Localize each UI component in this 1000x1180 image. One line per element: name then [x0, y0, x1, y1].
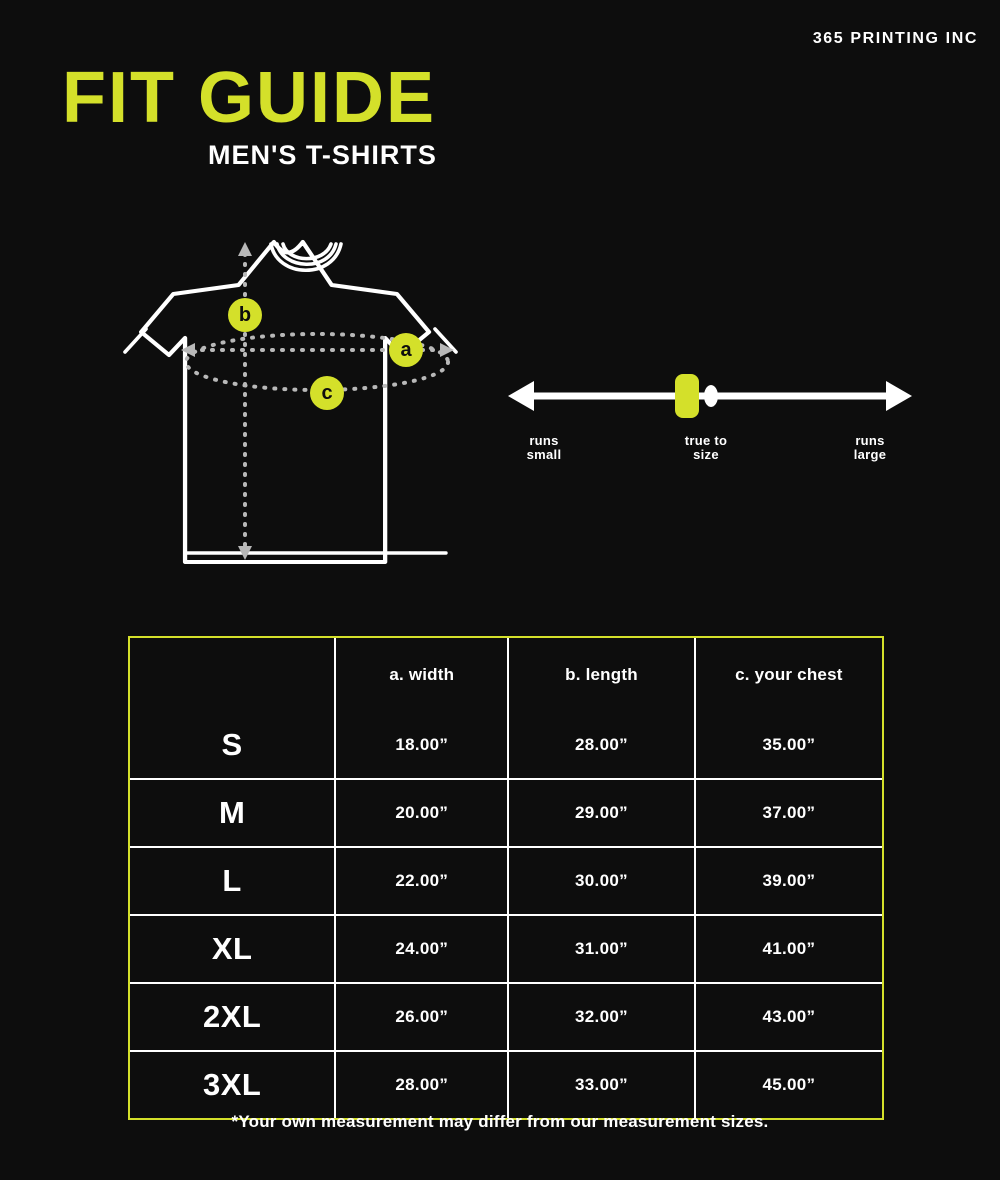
arrow-right-icon: [886, 381, 912, 411]
table-row: M 20.00” 29.00” 37.00”: [130, 778, 882, 848]
cell-length: 28.00”: [507, 712, 696, 780]
collar-arcs: [269, 242, 343, 273]
cell-chest: 45.00”: [693, 1050, 882, 1118]
cell-chest: 39.00”: [693, 846, 882, 916]
table-header-chest: c. your chest: [693, 638, 882, 712]
cell-width: 18.00”: [334, 712, 510, 780]
cell-size: 2XL: [130, 982, 337, 1052]
table-row: XL 24.00” 31.00” 41.00”: [130, 914, 882, 984]
fit-scale-dot: [704, 385, 718, 407]
marker-c: c: [310, 376, 344, 410]
table-header-width: a. width: [334, 638, 510, 712]
cell-chest: 43.00”: [693, 982, 882, 1052]
cell-width: 26.00”: [334, 982, 510, 1052]
cell-chest: 37.00”: [693, 778, 882, 848]
table-row: 2XL 26.00” 32.00” 43.00”: [130, 982, 882, 1052]
cell-size: XL: [130, 914, 337, 984]
cell-width: 22.00”: [334, 846, 510, 916]
arrow-left-icon: [508, 381, 534, 411]
brand-name: 365 PRINTING INC: [812, 30, 978, 47]
fit-scale: runs small true to size runs large: [500, 362, 920, 472]
cell-length: 32.00”: [507, 982, 696, 1052]
size-table: a. width b. length c. your chest S 18.00…: [130, 638, 882, 1118]
fit-scale-label-runs-large: runs large: [853, 433, 887, 463]
tshirt-diagram: b a c: [95, 222, 495, 582]
table-row: L 22.00” 30.00” 39.00”: [130, 846, 882, 916]
marker-c-label: c: [321, 382, 332, 404]
table-row: S 18.00” 28.00” 35.00”: [130, 712, 882, 780]
cell-length: 30.00”: [507, 846, 696, 916]
tshirt-outline: [139, 240, 432, 564]
cell-width: 28.00”: [334, 1050, 510, 1118]
fit-scale-marker: [675, 374, 699, 418]
sleeve-cuff-lines: [123, 327, 458, 354]
marker-b: b: [228, 298, 262, 332]
marker-a: a: [389, 333, 423, 367]
length-measure-line: [238, 242, 252, 560]
cell-chest: 41.00”: [693, 914, 882, 984]
page-title: FIT GUIDE: [62, 58, 436, 138]
cell-width: 24.00”: [334, 914, 510, 984]
marker-a-label: a: [400, 339, 412, 361]
fit-scale-label-true-to-size: true to size: [684, 433, 728, 463]
page-subtitle: MEN'S T-SHIRTS: [208, 140, 437, 170]
table-header-size: [130, 638, 337, 712]
size-table-container: a. width b. length c. your chest S 18.00…: [128, 636, 884, 1120]
cell-length: 33.00”: [507, 1050, 696, 1118]
cell-length: 31.00”: [507, 914, 696, 984]
cell-width: 20.00”: [334, 778, 510, 848]
table-header-length: b. length: [507, 638, 696, 712]
table-header-row: a. width b. length c. your chest: [130, 638, 882, 712]
cell-chest: 35.00”: [693, 712, 882, 780]
cell-length: 29.00”: [507, 778, 696, 848]
cell-size: M: [130, 778, 337, 848]
cell-size: L: [130, 846, 337, 916]
cell-size: 3XL: [130, 1050, 337, 1118]
marker-b-label: b: [239, 304, 251, 326]
fit-scale-label-runs-small: runs small: [526, 433, 562, 463]
cell-size: S: [130, 712, 337, 780]
table-row: 3XL 28.00” 33.00” 45.00”: [130, 1050, 882, 1118]
footnote: *Your own measurement may differ from ou…: [231, 1112, 769, 1131]
